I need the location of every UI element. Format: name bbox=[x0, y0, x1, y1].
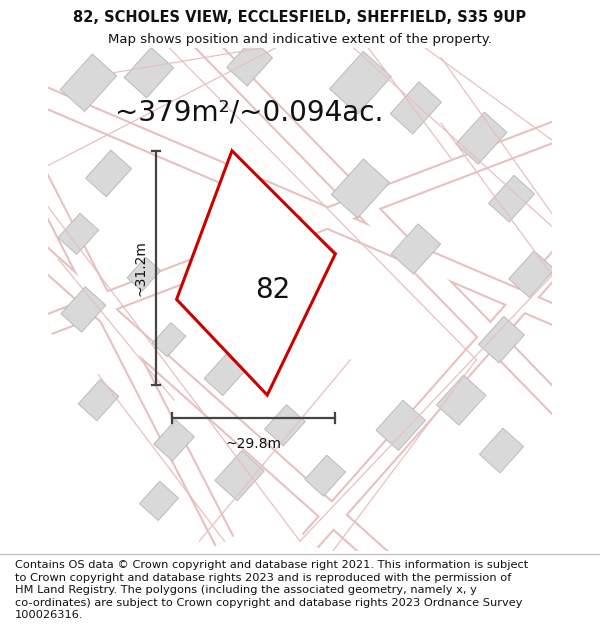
Text: HM Land Registry. The polygons (including the associated geometry, namely x, y: HM Land Registry. The polygons (includin… bbox=[15, 585, 477, 595]
Polygon shape bbox=[479, 428, 524, 473]
Polygon shape bbox=[283, 231, 337, 287]
Polygon shape bbox=[488, 176, 535, 222]
Polygon shape bbox=[436, 375, 486, 425]
Text: Map shows position and indicative extent of the property.: Map shows position and indicative extent… bbox=[108, 33, 492, 46]
Text: 100026316.: 100026316. bbox=[15, 610, 83, 620]
Polygon shape bbox=[329, 51, 391, 114]
Polygon shape bbox=[456, 112, 507, 164]
Polygon shape bbox=[391, 82, 442, 134]
Polygon shape bbox=[60, 54, 116, 111]
Text: to Crown copyright and database rights 2023 and is reproduced with the permissio: to Crown copyright and database rights 2… bbox=[15, 573, 511, 583]
Polygon shape bbox=[152, 322, 186, 357]
Polygon shape bbox=[78, 379, 119, 421]
Text: 82: 82 bbox=[255, 276, 290, 304]
Text: ~379m²/~0.094ac.: ~379m²/~0.094ac. bbox=[115, 99, 384, 127]
Polygon shape bbox=[331, 159, 389, 218]
Text: ~31.2m: ~31.2m bbox=[133, 240, 148, 296]
Polygon shape bbox=[204, 354, 245, 396]
Polygon shape bbox=[86, 150, 131, 197]
Polygon shape bbox=[265, 405, 305, 446]
Polygon shape bbox=[61, 287, 106, 332]
Polygon shape bbox=[305, 455, 346, 496]
Polygon shape bbox=[215, 451, 264, 501]
Text: 82, SCHOLES VIEW, ECCLESFIELD, SHEFFIELD, S35 9UP: 82, SCHOLES VIEW, ECCLESFIELD, SHEFFIELD… bbox=[73, 9, 527, 24]
Text: ~29.8m: ~29.8m bbox=[226, 437, 281, 451]
Text: co-ordinates) are subject to Crown copyright and database rights 2023 Ordnance S: co-ordinates) are subject to Crown copyr… bbox=[15, 598, 523, 608]
Polygon shape bbox=[127, 257, 161, 291]
Text: Contains OS data © Crown copyright and database right 2021. This information is : Contains OS data © Crown copyright and d… bbox=[15, 561, 528, 571]
Polygon shape bbox=[176, 151, 335, 395]
Polygon shape bbox=[509, 251, 554, 298]
Polygon shape bbox=[227, 39, 272, 86]
Polygon shape bbox=[124, 48, 173, 98]
Polygon shape bbox=[479, 316, 524, 363]
Polygon shape bbox=[154, 420, 194, 461]
Polygon shape bbox=[376, 400, 425, 451]
Polygon shape bbox=[58, 213, 98, 254]
Polygon shape bbox=[139, 481, 178, 521]
Polygon shape bbox=[391, 224, 440, 274]
